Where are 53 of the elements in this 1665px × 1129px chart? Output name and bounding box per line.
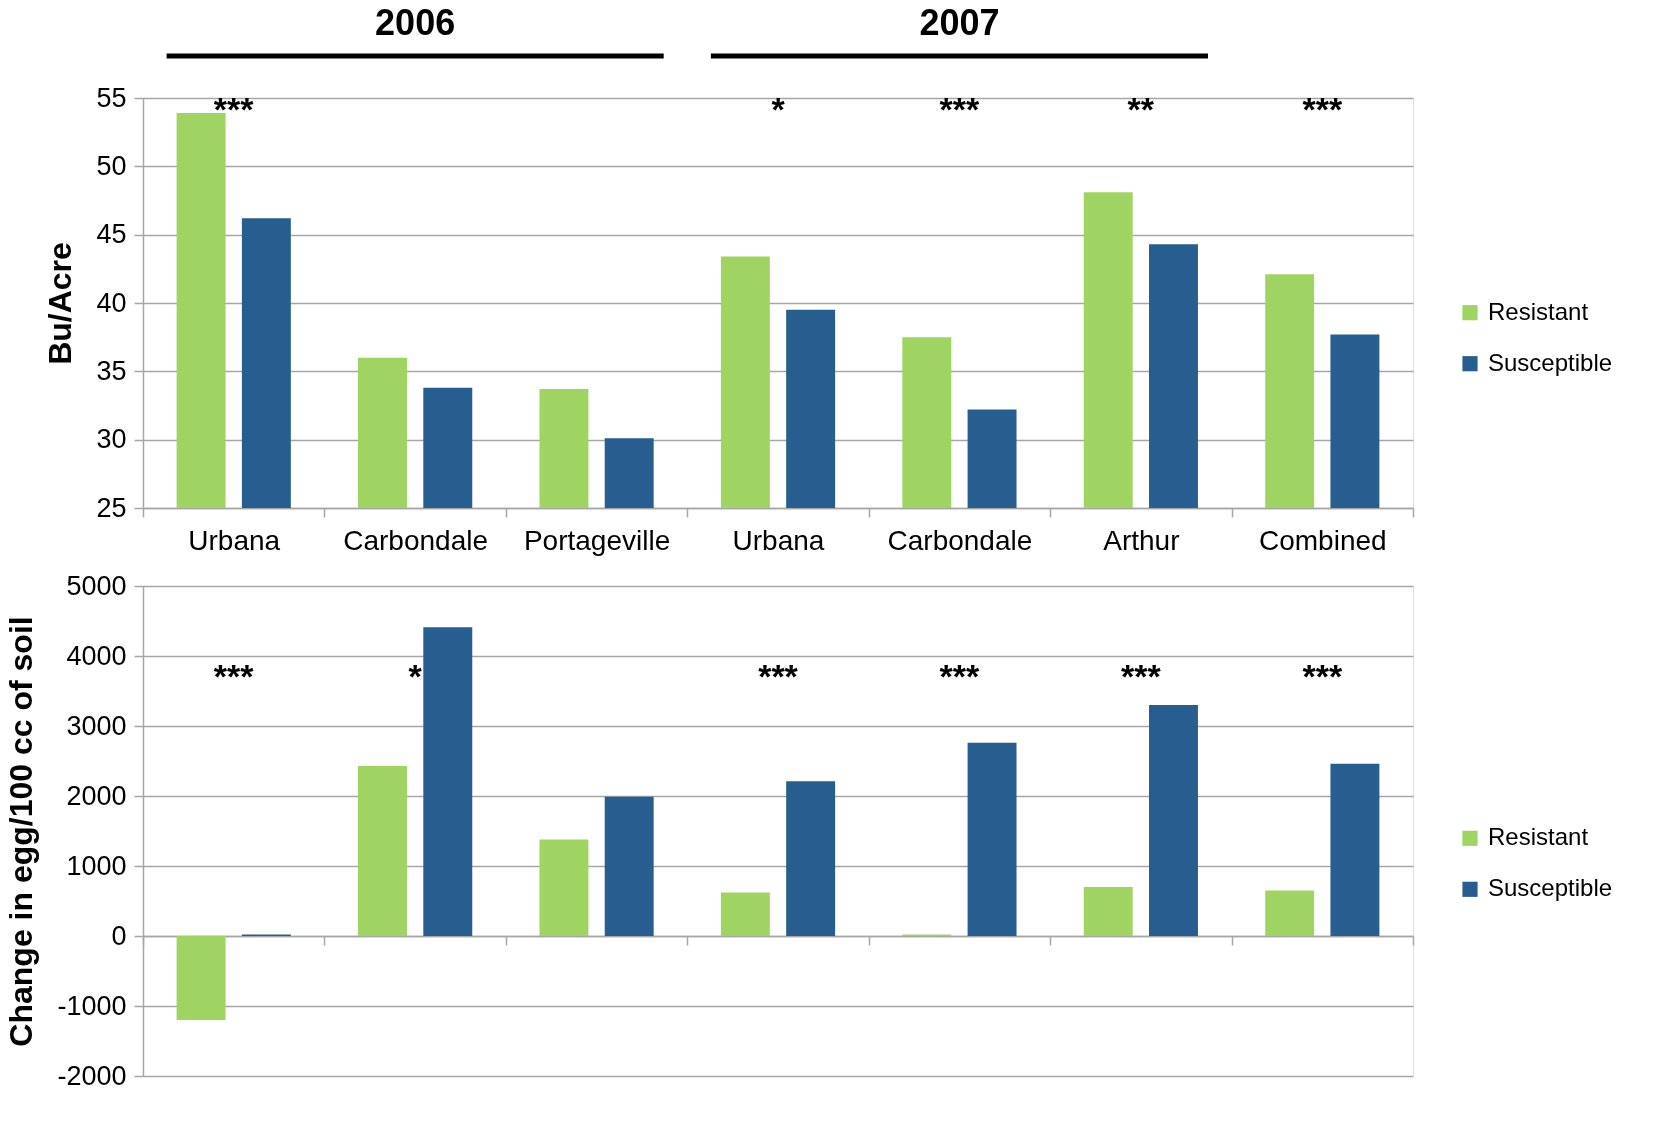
y-tick-label: 5000 bbox=[66, 570, 127, 601]
y-tick-label: 35 bbox=[96, 355, 127, 386]
text: 2007 bbox=[919, 2, 1000, 43]
annotation: *** bbox=[939, 90, 981, 128]
annotation: ** bbox=[1127, 90, 1155, 128]
y-tick-label: 40 bbox=[96, 287, 127, 318]
annotation: *** bbox=[939, 657, 981, 695]
y-tick-label: 3000 bbox=[66, 710, 127, 741]
annotation: *** bbox=[1302, 657, 1343, 695]
y-axis-title: Bu/Acre bbox=[42, 242, 79, 365]
bar bbox=[1083, 887, 1133, 936]
bar bbox=[604, 796, 654, 936]
x-tick-label: Carbondale bbox=[887, 524, 1033, 556]
bar bbox=[1330, 763, 1380, 936]
y-tick-label: 4000 bbox=[66, 640, 127, 671]
annotation: *** bbox=[213, 90, 255, 128]
bar bbox=[786, 781, 836, 936]
y-tick-label: 55 bbox=[96, 82, 127, 113]
y-tick-label: 30 bbox=[96, 424, 127, 455]
y-axis-title: Change in egg/100 cc of soil bbox=[3, 616, 40, 1047]
annotation: *** bbox=[213, 657, 255, 695]
x-tick-label: Urbana bbox=[732, 524, 825, 556]
text: 2006 bbox=[375, 2, 456, 43]
y-tick-label: -2000 bbox=[57, 1060, 127, 1091]
x-tick-label: Combined bbox=[1258, 524, 1387, 556]
legend-label: Susceptible bbox=[1488, 348, 1613, 376]
legend-label: Resistant bbox=[1488, 823, 1589, 851]
annotation: *** bbox=[1121, 657, 1162, 695]
annotation: * bbox=[771, 90, 786, 128]
y-tick-label: 2000 bbox=[66, 780, 127, 811]
bar bbox=[1265, 890, 1315, 936]
x-tick-label: Urbana bbox=[188, 524, 281, 556]
x-tick-label: Carbondale bbox=[343, 524, 489, 556]
bar bbox=[967, 742, 1017, 936]
annotation: *** bbox=[1302, 90, 1343, 128]
y-tick-label: 45 bbox=[96, 219, 127, 250]
y-tick-label: -1000 bbox=[57, 990, 127, 1021]
bar bbox=[1149, 705, 1198, 936]
bar bbox=[176, 936, 226, 1020]
legend-label: Susceptible bbox=[1488, 874, 1613, 902]
bar bbox=[720, 892, 770, 936]
y-tick-label: 50 bbox=[96, 150, 127, 181]
bar bbox=[539, 839, 589, 936]
x-tick-label: Arthur bbox=[1103, 524, 1180, 556]
legend-label: Resistant bbox=[1488, 297, 1589, 325]
x-tick-label: Portageville bbox=[523, 524, 671, 556]
bar bbox=[423, 627, 473, 936]
annotation: * bbox=[408, 657, 423, 695]
y-tick-label: 25 bbox=[96, 492, 127, 523]
bar bbox=[358, 765, 407, 936]
y-tick-label: 0 bbox=[111, 920, 127, 951]
y-tick-label: 1000 bbox=[66, 850, 127, 881]
annotation: *** bbox=[758, 657, 799, 695]
